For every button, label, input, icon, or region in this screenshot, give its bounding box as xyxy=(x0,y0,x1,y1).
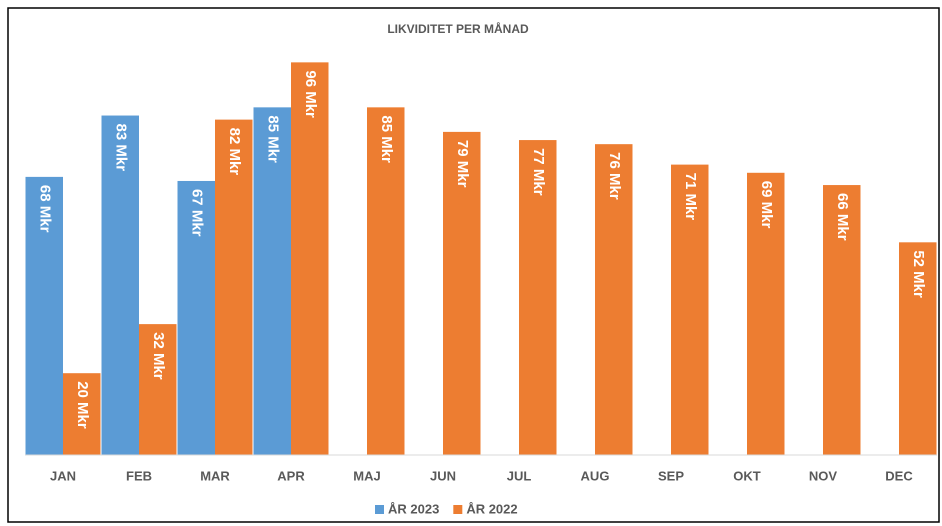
legend-swatch xyxy=(375,505,384,514)
bar xyxy=(63,373,101,455)
data-label: 69 Mkr xyxy=(758,181,775,229)
data-label: 77 Mkr xyxy=(530,148,547,196)
chart-title: LIKVIDITET PER MÅNAD xyxy=(387,21,529,36)
bar xyxy=(25,176,63,455)
legend-swatch xyxy=(453,505,463,514)
bar xyxy=(253,107,291,455)
x-tick-label: MAR xyxy=(200,468,230,483)
data-label: 52 Mkr xyxy=(910,250,927,298)
data-label: 67 Mkr xyxy=(188,189,205,237)
bar xyxy=(215,119,253,456)
data-label: 32 Mkr xyxy=(150,332,167,380)
bar xyxy=(177,180,215,455)
bar xyxy=(671,164,709,456)
bar xyxy=(595,144,633,455)
bar xyxy=(291,62,329,456)
bar xyxy=(747,172,785,456)
x-tick-label: MAJ xyxy=(353,468,380,483)
bar xyxy=(899,242,937,455)
data-label: 76 Mkr xyxy=(606,152,623,200)
x-tick-label: OKT xyxy=(733,468,761,483)
data-label: 68 Mkr xyxy=(36,185,53,233)
x-tick-label: DEC xyxy=(885,468,913,483)
x-tick-label: NOV xyxy=(809,468,838,483)
bar xyxy=(443,131,481,455)
data-label: 83 Mkr xyxy=(112,124,129,172)
legend-label: ÅR 2023 xyxy=(388,501,439,516)
x-tick-label: JAN xyxy=(50,468,76,483)
data-label: 20 Mkr xyxy=(74,381,91,429)
x-tick-label: JUL xyxy=(507,468,532,483)
data-label: 82 Mkr xyxy=(226,128,243,176)
x-tick-label: SEP xyxy=(658,468,684,483)
legend-label: ÅR 2022 xyxy=(466,501,517,516)
data-label: 96 Mkr xyxy=(302,70,319,118)
bar xyxy=(823,185,861,455)
data-label: 85 Mkr xyxy=(378,115,395,163)
bar xyxy=(367,107,405,455)
x-tick-label: JUN xyxy=(430,468,456,483)
bar xyxy=(519,140,557,455)
x-tick-label: FEB xyxy=(126,468,152,483)
x-tick-label: APR xyxy=(277,468,305,483)
data-label: 71 Mkr xyxy=(682,173,699,221)
data-label: 66 Mkr xyxy=(834,193,851,241)
x-tick-label: AUG xyxy=(581,468,610,483)
bar xyxy=(101,115,139,455)
data-label: 79 Mkr xyxy=(454,140,471,188)
bar xyxy=(139,324,177,455)
data-label: 85 Mkr xyxy=(264,115,281,163)
